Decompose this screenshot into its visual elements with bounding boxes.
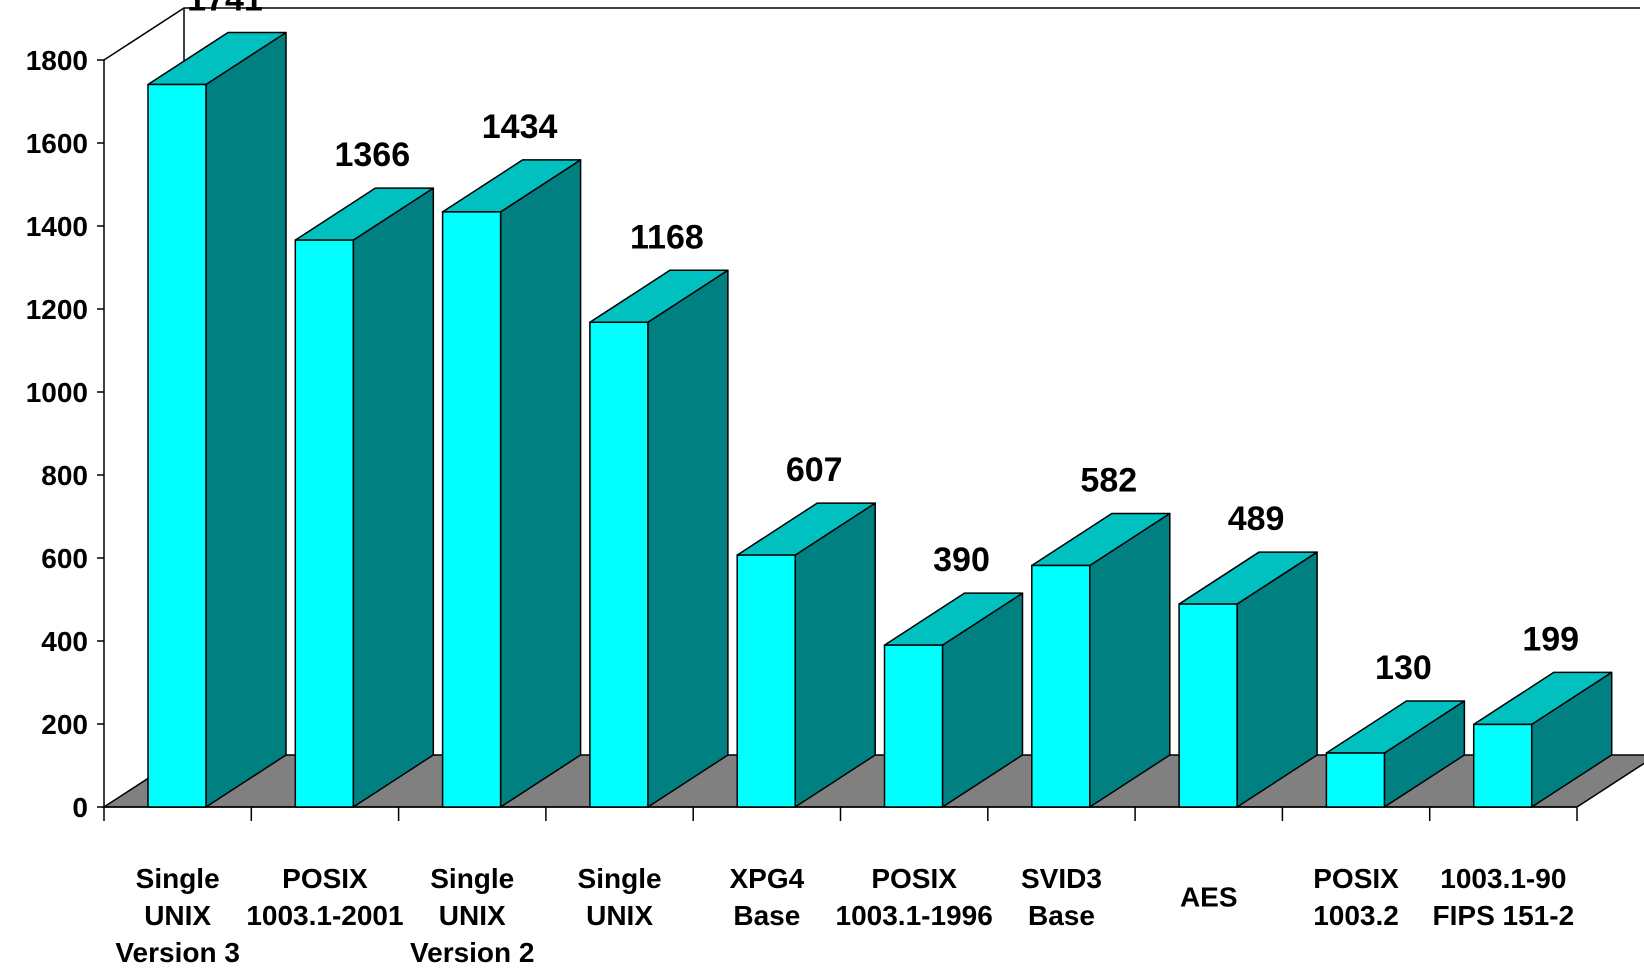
- category-label-line: POSIX: [282, 863, 368, 894]
- category-label: Single UNIX Version 3: [115, 863, 240, 968]
- category-label: XPG4 Base: [729, 863, 804, 931]
- bar: [589, 269, 729, 808]
- category-label-line: 1003.2: [1313, 900, 1399, 931]
- data-label: 130: [1375, 649, 1432, 687]
- category-label: POSIX 1003.1-1996: [836, 863, 993, 931]
- bar-front-face: [1031, 564, 1091, 808]
- bars: [147, 31, 1613, 808]
- data-label: 1434: [482, 108, 558, 146]
- y-tick-label: 1200: [26, 294, 88, 325]
- bar: [1472, 671, 1613, 808]
- y-tick-label: 400: [41, 626, 88, 657]
- category-label-line: UNIX: [144, 900, 211, 931]
- bar-front-face: [294, 239, 355, 808]
- bar-front-face: [1325, 752, 1386, 808]
- data-label: 1741: [187, 0, 263, 18]
- bar-front-face: [147, 83, 207, 808]
- y-tick-label: 1800: [26, 45, 88, 76]
- data-label: 199: [1522, 620, 1579, 658]
- back-wall-top-edge: [103, 7, 1640, 61]
- category-label-line: Single: [136, 863, 220, 894]
- bar: [147, 31, 287, 808]
- category-label-line: 1003.1-90: [1440, 863, 1566, 894]
- bar: [1325, 700, 1466, 808]
- bar-front-face: [441, 211, 502, 808]
- category-label-line: Base: [733, 900, 800, 931]
- category-label: POSIX 1003.1-2001: [246, 863, 403, 931]
- category-label-line: SVID3: [1021, 863, 1102, 894]
- labels: 1741 1366 1434 1168 607 390 582 489 130 199 Single…: [115, 0, 1579, 968]
- bar-side-face: [352, 187, 435, 808]
- category-label-line: FIPS 151-2: [1433, 900, 1575, 931]
- bar-front-face: [1178, 603, 1238, 808]
- data-label: 1366: [334, 136, 410, 174]
- y-tick-label: 200: [41, 709, 88, 740]
- bar: [1178, 551, 1318, 808]
- category-label: Single UNIX Version 2: [410, 863, 535, 968]
- category-label: SVID3 Base: [1021, 863, 1102, 931]
- category-label-line: AES: [1180, 882, 1238, 913]
- bar-side-face: [794, 502, 876, 808]
- data-label: 607: [786, 451, 843, 489]
- bar: [883, 592, 1024, 808]
- bar-front-face: [1472, 723, 1533, 808]
- bar-side-face: [205, 31, 287, 808]
- category-label-line: UNIX: [586, 900, 653, 931]
- bar: [294, 187, 435, 808]
- bar: [441, 159, 582, 808]
- bar-side-face: [647, 269, 729, 808]
- bar-front-face: [589, 321, 649, 808]
- data-label: 582: [1080, 461, 1137, 499]
- y-tick-label: 1600: [26, 128, 88, 159]
- category-label-line: 1003.1-2001: [246, 900, 403, 931]
- bar-front-face: [883, 644, 944, 808]
- y-tick-label: 600: [41, 543, 88, 574]
- category-label: Single UNIX: [578, 863, 662, 931]
- category-label-line: 1003.1-1996: [836, 900, 993, 931]
- category-label-line: XPG4: [729, 863, 804, 894]
- data-label: 489: [1228, 500, 1285, 538]
- category-label-line: UNIX: [439, 900, 506, 931]
- category-label-line: Single: [578, 863, 662, 894]
- bar: [736, 502, 876, 808]
- data-label: 1168: [630, 218, 704, 256]
- y-tick-label: 0: [72, 792, 88, 823]
- y-tick-label: 1400: [26, 211, 88, 242]
- category-label-line: POSIX: [1313, 863, 1399, 894]
- category-label-line: POSIX: [871, 863, 957, 894]
- y-tick-label: 1000: [26, 377, 88, 408]
- category-label-line: Version 3: [115, 937, 240, 968]
- bar: [1031, 512, 1171, 808]
- category-label-line: Version 2: [410, 937, 535, 968]
- y-tick-label: 800: [41, 460, 88, 491]
- category-label-line: Base: [1028, 900, 1095, 931]
- bar-front-face: [736, 554, 796, 808]
- bar-side-face: [499, 159, 582, 808]
- category-label: AES: [1180, 882, 1238, 913]
- category-label: 1003.1-90 FIPS 151-2: [1433, 863, 1575, 931]
- category-label-line: Single: [430, 863, 514, 894]
- data-label: 390: [933, 541, 990, 579]
- category-label: POSIX 1003.2: [1313, 863, 1399, 931]
